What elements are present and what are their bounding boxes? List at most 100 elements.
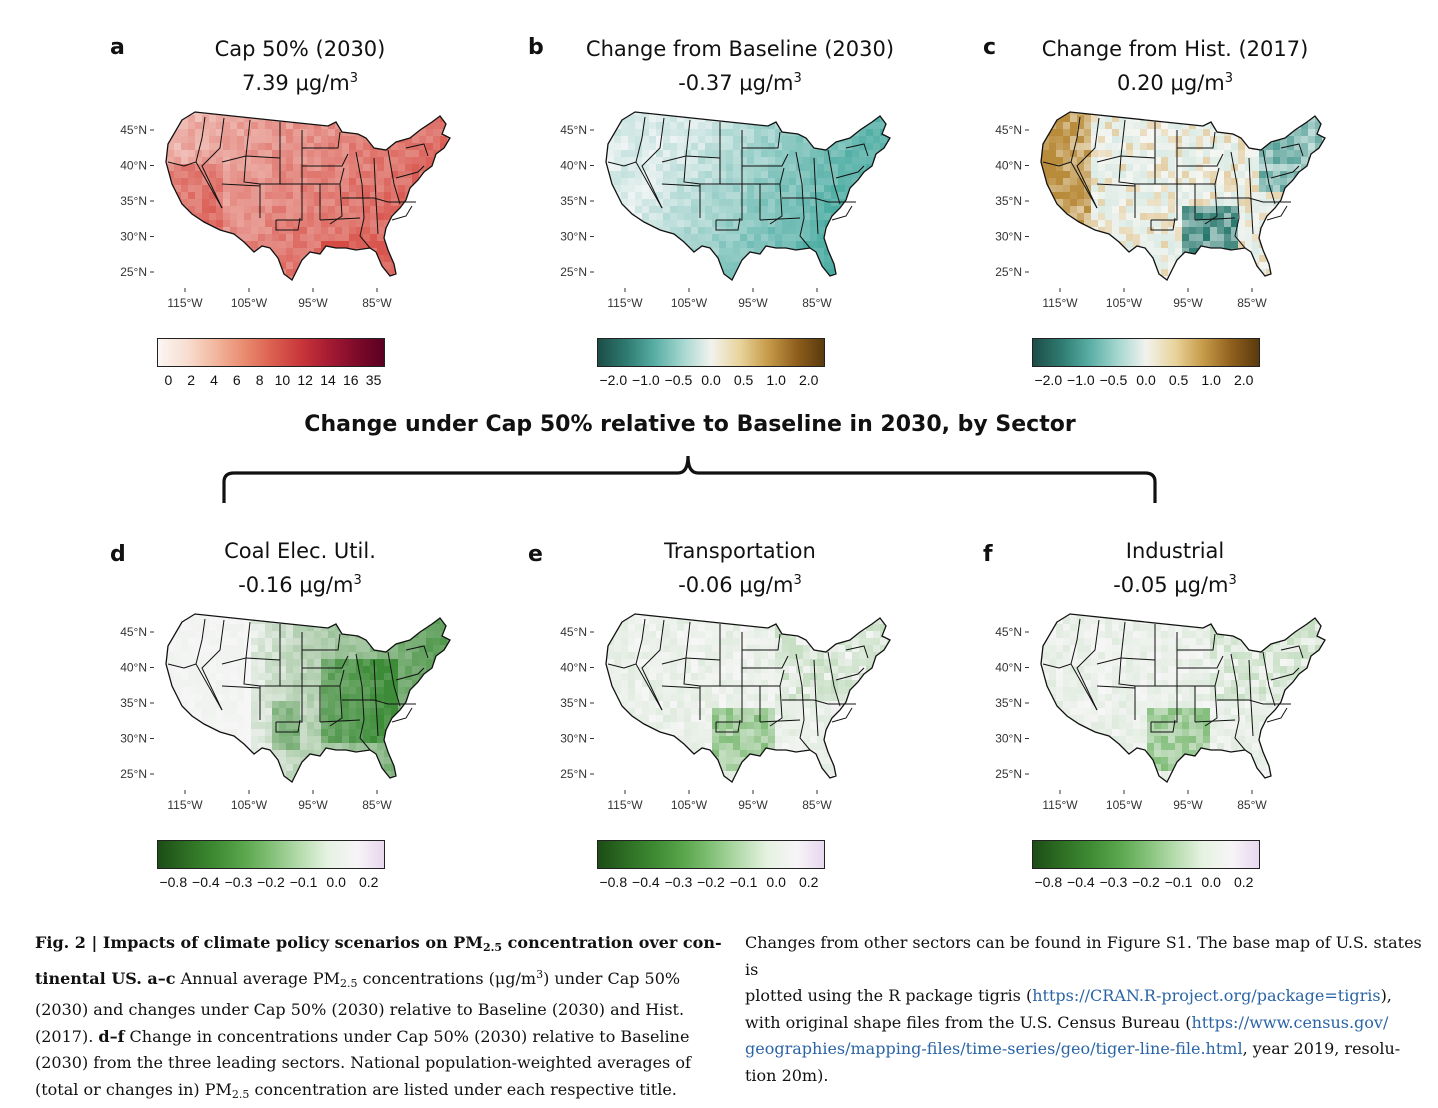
grid-cell	[167, 715, 175, 723]
grid-cell	[174, 743, 182, 751]
grid-cell	[747, 617, 755, 625]
lon-tick-label: 115°W	[167, 798, 203, 812]
grid-cell	[321, 659, 329, 667]
grid-cell	[321, 673, 329, 681]
grid-cell	[314, 757, 322, 765]
grid-cell	[635, 631, 643, 639]
grid-cell	[831, 645, 839, 653]
grid-cell	[349, 617, 357, 625]
grid-cell	[342, 617, 350, 625]
grid-cell	[307, 610, 315, 618]
grid-cell	[363, 778, 371, 786]
grid-cell	[265, 610, 273, 618]
grid-cell	[286, 750, 294, 758]
grid-cell	[377, 659, 385, 667]
grid-cell	[670, 652, 678, 660]
grid-cell	[202, 743, 210, 751]
grid-cell	[237, 722, 245, 730]
grid-cell	[174, 750, 182, 758]
grid-cell	[887, 631, 895, 639]
grid-cell	[293, 645, 301, 653]
grid-cell	[370, 652, 378, 660]
grid-cell	[181, 673, 189, 681]
grid-cell	[244, 771, 252, 779]
grid-cell	[174, 771, 182, 779]
grid-cell	[419, 701, 427, 709]
grid-cell	[740, 638, 748, 646]
grid-cell	[181, 729, 189, 737]
grid-cell	[265, 659, 273, 667]
grid-cell	[405, 652, 413, 660]
grid-cell	[747, 631, 755, 639]
grid-cell	[272, 701, 280, 709]
grid-cell	[621, 659, 629, 667]
grid-cell	[817, 652, 825, 660]
grid-cell	[447, 764, 455, 772]
grid-cell	[412, 778, 420, 786]
grid-cell	[412, 743, 420, 751]
grid-cell	[440, 680, 448, 688]
grid-cell	[181, 610, 189, 618]
grid-cell	[391, 722, 399, 730]
grid-cell	[230, 701, 238, 709]
grid-cell	[887, 645, 895, 653]
grid-cell	[405, 680, 413, 688]
grid-cell	[188, 764, 196, 772]
grid-cell	[433, 680, 441, 688]
grid-cell	[377, 617, 385, 625]
grid-cell	[384, 764, 392, 772]
grid-cell	[286, 694, 294, 702]
grid-cell	[377, 687, 385, 695]
grid-cell	[796, 645, 804, 653]
grid-cell	[230, 694, 238, 702]
grid-cell	[216, 715, 224, 723]
grid-cell	[265, 687, 273, 695]
grid-cell	[272, 645, 280, 653]
grid-cell	[265, 638, 273, 646]
lat-tick-label: 40°N	[120, 661, 147, 675]
grid-cell	[174, 652, 182, 660]
grid-cell	[195, 785, 203, 793]
grid-cell	[300, 785, 308, 793]
grid-cell	[251, 701, 259, 709]
grid-cell	[328, 610, 336, 618]
grid-cell	[209, 715, 217, 723]
colorbar	[157, 840, 385, 869]
grid-cell	[230, 638, 238, 646]
grid-cell	[321, 778, 329, 786]
grid-cell	[300, 722, 308, 730]
grid-cell	[370, 771, 378, 779]
grid-cell	[265, 708, 273, 716]
grid-cell	[356, 785, 364, 793]
grid-cell	[419, 722, 427, 730]
grid-cell	[237, 750, 245, 758]
grid-cell	[349, 624, 357, 632]
grid-cell	[405, 743, 413, 751]
grid-cell	[649, 638, 657, 646]
grid-cell	[426, 722, 434, 730]
grid-cell	[181, 701, 189, 709]
grid-cell	[314, 736, 322, 744]
grid-cell	[209, 764, 217, 772]
grid-cell	[167, 610, 175, 618]
grid-cell	[328, 645, 336, 653]
concentration-field	[160, 610, 455, 793]
grid-cell	[719, 610, 727, 618]
grid-cell	[412, 652, 420, 660]
grid-cell	[426, 631, 434, 639]
grid-cell	[426, 680, 434, 688]
grid-cell	[188, 652, 196, 660]
grid-cell	[216, 687, 224, 695]
grid-cell	[307, 617, 315, 625]
grid-cell	[391, 680, 399, 688]
grid-cell	[265, 624, 273, 632]
grid-cell	[370, 680, 378, 688]
grid-cell	[691, 631, 699, 639]
grid-cell	[712, 645, 720, 653]
grid-cell	[810, 638, 818, 646]
grid-cell	[314, 645, 322, 653]
grid-cell	[377, 638, 385, 646]
grid-cell	[216, 659, 224, 667]
grid-cell	[838, 617, 846, 625]
grid-cell	[209, 673, 217, 681]
